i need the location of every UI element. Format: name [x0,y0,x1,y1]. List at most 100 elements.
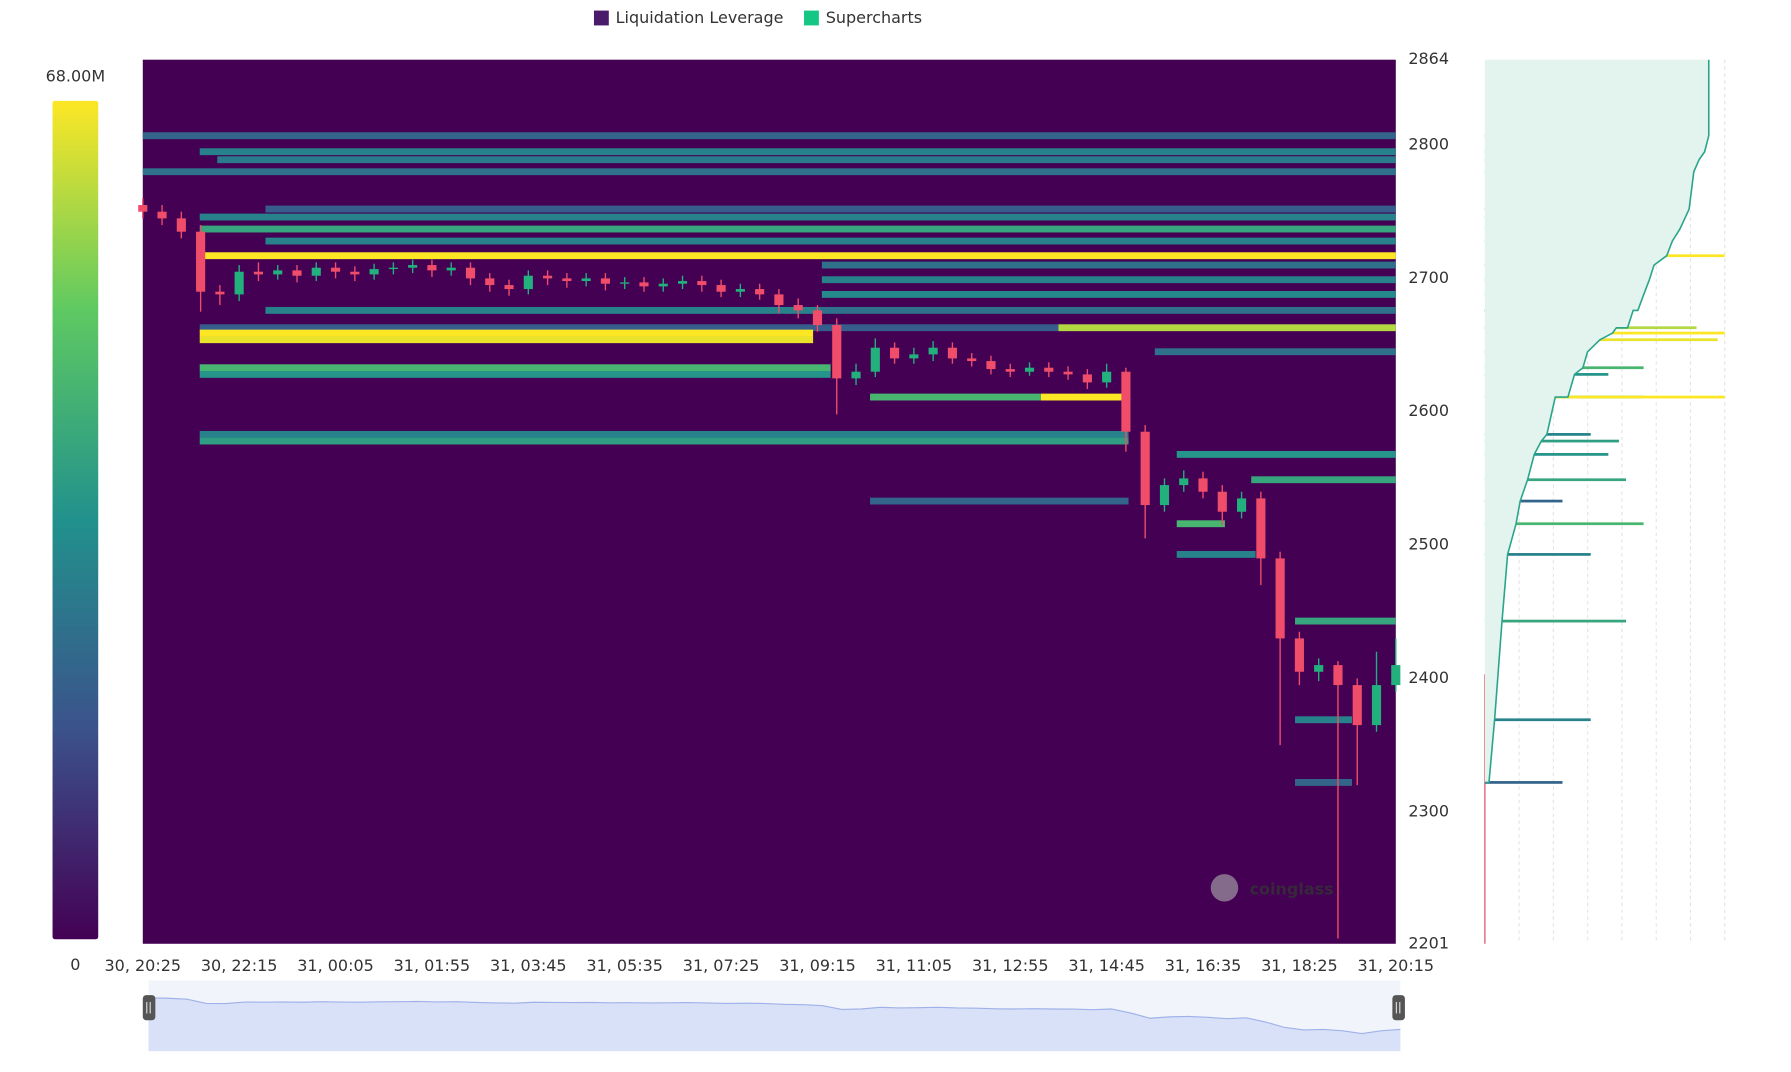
candle-body [138,205,148,212]
x-tick-label: 31, 09:15 [779,956,856,975]
heat-band [199,324,1059,332]
candle-body [677,281,688,284]
colorbar [52,100,99,940]
heat-band [142,168,1396,176]
candle-body [812,310,823,326]
heat-band [821,306,1396,314]
navigator-handle[interactable] [142,995,156,1021]
x-tick-label: 31, 01:55 [394,956,471,975]
candle-body [311,267,321,276]
profile-cumulative-line [1484,59,1710,784]
colorbar-label: 0 [70,955,80,974]
candle-body [196,231,206,292]
x-tick-label: 30, 20:25 [104,956,181,975]
candle-body [562,278,572,282]
watermark: coinglass [1250,880,1334,899]
heat-band [1295,716,1352,724]
candle-body [1159,485,1170,506]
candle-body [427,265,437,271]
colorbar-label: 68.00M [46,66,106,85]
profile-bar [1484,395,1725,399]
candle-body [1237,498,1247,512]
profile-bar [1484,718,1591,722]
candle-body [1333,665,1343,686]
candle-body [1102,371,1112,383]
x-tick-label: 31, 20:15 [1358,956,1435,975]
legend-swatch [593,10,609,26]
heat-band [1295,617,1396,625]
candle-body [408,265,418,268]
candle-body [600,278,610,284]
heat-band [199,364,831,372]
profile-bar [1484,619,1626,623]
candle-body [157,211,167,219]
candle-body [620,282,630,284]
y-tick-label: 2864 [1408,49,1449,68]
y-tick-label: 2500 [1408,535,1449,554]
candle-body [697,281,707,286]
heat-band [1176,450,1396,458]
x-tick-label: 31, 07:25 [683,956,760,975]
candle-body [543,275,553,279]
navigator-line [148,997,1401,1035]
profile-bar [1484,781,1563,784]
heat-band [1176,550,1256,558]
navigator-handle[interactable] [1392,995,1405,1021]
candle-body [523,275,533,290]
candle-body [890,347,900,359]
profile-bar [1484,453,1609,456]
heat-band [265,237,1396,245]
candle-body [1314,665,1324,672]
profile-bar [1484,522,1644,526]
heat-band [1176,520,1225,528]
candle-body [581,278,591,282]
x-tick-label: 31, 03:45 [490,956,567,975]
candle-body [1024,367,1035,372]
candle-body [928,347,938,355]
candle-body [774,294,784,306]
watermark-logo [1210,874,1239,902]
heat-band [199,437,1129,445]
heat-band [217,156,1396,164]
candle-body [967,358,977,362]
profile-bar [1484,553,1591,556]
candle-body [832,325,842,379]
candle-body [1005,369,1015,372]
heat-band [199,148,1396,156]
candle-body [504,285,514,290]
heat-band [142,132,1396,140]
heat-band [821,261,1396,269]
legend-label: Liquidation Leverage [616,8,784,27]
candle-body [755,289,765,295]
legend-label: Supercharts [826,8,922,27]
profile-bar [1484,499,1563,503]
candle-body [1044,367,1054,372]
candle-body [1198,478,1208,492]
heat-band [870,497,1129,505]
candle-body [446,267,456,271]
x-tick-label: 31, 11:05 [876,956,953,975]
x-tick-label: 31, 05:35 [586,956,663,975]
heat-band [199,370,831,378]
candle-body [1352,685,1362,726]
navigator-area [148,997,1401,1052]
heat-band [821,276,1396,284]
candle-body [1217,491,1227,512]
candle-body [1063,371,1073,375]
candle-body [793,305,803,311]
candle-body [1256,498,1266,559]
candle-body [369,269,379,275]
candle-body [870,347,880,372]
candle-body [909,354,919,359]
heat-band [1040,393,1129,401]
candle-body [215,291,225,295]
heatmap-background [142,59,1396,944]
y-tick-label: 2201 [1408,933,1449,952]
heat-band [1154,348,1396,356]
y-tick-label: 2300 [1408,801,1449,820]
heat-band [199,225,1396,233]
candle-body [234,271,244,295]
x-tick-label: 30, 22:15 [201,956,278,975]
